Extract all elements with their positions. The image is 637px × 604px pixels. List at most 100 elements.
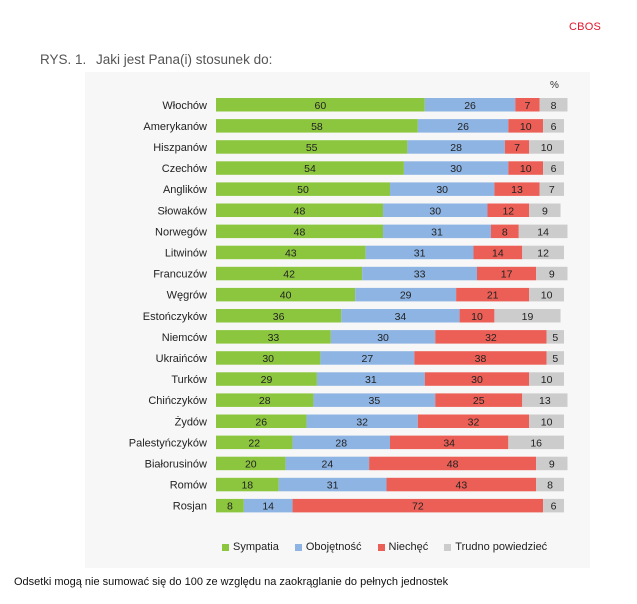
category-label: Turków — [171, 374, 207, 386]
value-label: 8 — [227, 501, 233, 513]
bar-segment — [508, 161, 544, 175]
value-label: 33 — [414, 269, 426, 281]
value-label: 31 — [414, 247, 426, 259]
value-label: 6 — [551, 121, 557, 133]
bar-segment — [473, 245, 523, 260]
category-label: Włochów — [162, 100, 207, 112]
category-label: Białorusinów — [145, 458, 207, 470]
bar-segment — [362, 266, 477, 281]
bar-segment — [529, 287, 564, 302]
value-label: 36 — [273, 311, 285, 323]
category-label: Norwegów — [155, 226, 207, 238]
bar-segment — [292, 435, 390, 450]
value-label: 17 — [501, 269, 513, 281]
value-label: 31 — [327, 480, 339, 492]
category-label: Litwinów — [165, 247, 207, 259]
value-label: 26 — [464, 100, 476, 112]
value-label: 32 — [356, 416, 368, 428]
bar-segment — [330, 330, 436, 344]
value-label: 9 — [549, 458, 555, 470]
value-label: 8 — [547, 480, 553, 492]
value-label: 30 — [436, 184, 448, 196]
legend-item: Sympatia — [222, 541, 279, 553]
value-label: 33 — [268, 332, 280, 344]
value-label: 32 — [468, 416, 480, 428]
footnote: Odsetki mogą nie sumować się do 100 ze w… — [14, 576, 449, 588]
bar-segment — [216, 119, 418, 133]
category-label: Słowaków — [157, 205, 207, 217]
bar-segment — [216, 372, 317, 386]
value-label: 28 — [335, 437, 347, 449]
bar-segment — [407, 140, 505, 154]
bar-segment — [543, 119, 564, 133]
bar-segment — [216, 287, 356, 302]
value-label: 9 — [549, 269, 555, 281]
value-label: 14 — [537, 226, 549, 238]
bar-segment — [539, 98, 568, 112]
value-label: 8 — [551, 100, 557, 112]
bar-segment — [216, 330, 331, 344]
value-label: 26 — [457, 121, 469, 133]
legend-label: Sympatia — [233, 541, 279, 553]
bar-segment — [316, 372, 425, 386]
value-label: 19 — [522, 311, 534, 323]
bar-segment — [403, 161, 509, 175]
bar-segment — [216, 245, 366, 260]
value-label: 55 — [306, 142, 318, 154]
value-label: 30 — [450, 163, 462, 175]
bar-segment — [539, 182, 564, 196]
bar-segment — [508, 119, 544, 133]
bar-segment — [390, 435, 509, 450]
value-label: 25 — [473, 395, 485, 407]
legend-swatch — [377, 543, 385, 551]
legend-item: Niechęć — [377, 541, 428, 553]
bar-segment — [543, 498, 564, 513]
bar-segment — [522, 245, 564, 260]
value-label: 31 — [431, 226, 443, 238]
bar-segment — [390, 182, 495, 196]
value-label: 9 — [542, 205, 548, 217]
value-label: 43 — [455, 480, 467, 492]
bar-segment — [216, 351, 321, 365]
category-label: Rosjan — [173, 501, 207, 513]
bar-segment — [216, 266, 363, 281]
bar-segment — [536, 477, 564, 492]
bar-segment — [459, 309, 495, 323]
value-label: 54 — [304, 163, 316, 175]
value-label: 14 — [262, 501, 274, 513]
bar-segment — [216, 477, 279, 492]
figure-title-text: Jaki jest Pana(i) stosunek do: — [96, 52, 273, 67]
value-label: 31 — [365, 374, 377, 386]
bar-segment — [435, 393, 523, 407]
value-label: 7 — [525, 100, 531, 112]
bar-segment — [386, 477, 537, 492]
value-label: 58 — [311, 121, 323, 133]
legend-swatch — [222, 543, 229, 551]
value-label: 50 — [297, 184, 309, 196]
value-label: 60 — [315, 100, 327, 112]
legend-item: Trudno powiedzieć — [444, 541, 547, 553]
bar-segment — [529, 203, 561, 217]
value-label: 42 — [283, 269, 295, 281]
bar-segment — [504, 140, 530, 154]
bar-segment — [216, 393, 314, 407]
value-label: 38 — [475, 353, 487, 365]
value-label: 32 — [485, 332, 497, 344]
bar-segment — [216, 161, 404, 175]
bar-segment — [456, 287, 530, 302]
category-label: Niemców — [162, 332, 207, 344]
bar-segment — [494, 309, 561, 323]
bar-segment — [243, 498, 293, 513]
brand-logo: CBOS — [569, 21, 601, 33]
bar-segment — [536, 266, 568, 281]
category-label: Żydów — [175, 415, 207, 428]
legend-item: Obojętność — [294, 541, 362, 553]
bar-segment — [292, 498, 544, 513]
value-label: 22 — [248, 437, 260, 449]
bar-segment — [365, 245, 474, 260]
value-label: 8 — [502, 226, 508, 238]
bar-segment — [383, 224, 491, 239]
bar-segment — [306, 414, 418, 428]
bar-segment — [341, 309, 460, 323]
value-label: 29 — [261, 374, 273, 386]
